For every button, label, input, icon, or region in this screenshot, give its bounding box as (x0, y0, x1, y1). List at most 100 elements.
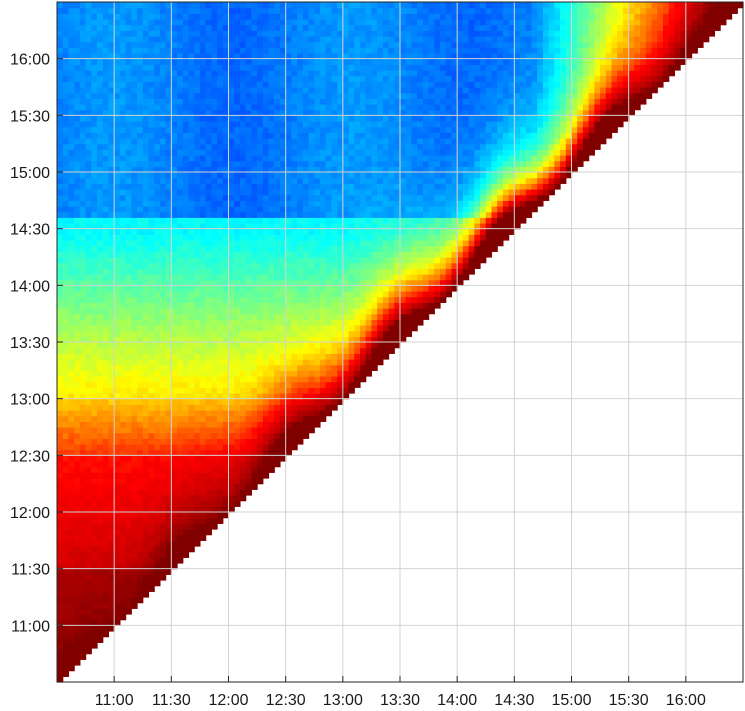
heat-cell (188, 257, 195, 264)
heat-cell (125, 449, 132, 456)
heat-cell (108, 466, 115, 473)
heat-cell (194, 353, 201, 360)
heat-cell (154, 87, 161, 94)
heat-cell (331, 245, 338, 252)
heat-cell (97, 636, 104, 643)
heat-cell (68, 223, 75, 230)
heat-cell (85, 143, 92, 150)
heat-cell (325, 257, 332, 264)
heat-cell (314, 330, 321, 337)
heat-cell (85, 53, 92, 60)
heat-cell (234, 7, 241, 14)
heat-cell (68, 500, 75, 507)
heat-cell (97, 228, 104, 235)
heat-cell (251, 36, 258, 43)
heat-cell (79, 13, 87, 20)
heat-cell (194, 166, 201, 173)
heat-cell (302, 342, 310, 349)
heat-cell (154, 200, 161, 207)
heat-cell (74, 546, 81, 553)
heat-cell (217, 347, 224, 354)
heat-cell (137, 449, 144, 456)
heat-cell (171, 534, 178, 541)
heat-cell (159, 206, 167, 213)
heat-cell (274, 200, 281, 207)
heat-cell (354, 13, 361, 20)
heat-cell (148, 109, 155, 116)
heat-cell (302, 313, 310, 320)
heat-cell (205, 115, 212, 122)
heat-cell (131, 404, 138, 411)
heat-cell (262, 53, 270, 60)
heat-cell (262, 81, 270, 88)
heat-cell (257, 160, 264, 167)
heat-cell (102, 257, 110, 264)
heat-cell (257, 438, 264, 445)
heat-cell (331, 217, 338, 224)
heat-cell (257, 104, 264, 111)
heat-cell (91, 506, 98, 513)
heat-cell (68, 461, 75, 468)
heat-cell (137, 563, 144, 570)
heat-cell (85, 557, 92, 564)
heat-cell (148, 381, 155, 388)
heat-cell (251, 359, 258, 366)
heat-cell (62, 580, 70, 587)
heat-cell (102, 206, 110, 213)
heat-cell (188, 166, 195, 173)
heat-cell (68, 602, 75, 609)
heat-cell (119, 614, 127, 621)
heat-cell (268, 211, 275, 218)
heat-cell (97, 206, 104, 213)
heat-cell (188, 444, 195, 451)
heat-cell (102, 393, 110, 400)
heat-cell (62, 262, 70, 269)
heat-cell (354, 245, 361, 252)
heat-cell (137, 240, 144, 247)
heat-cell (74, 614, 81, 621)
heat-cell (342, 234, 350, 241)
heat-cell (142, 574, 150, 581)
heat-cell (234, 109, 241, 116)
heat-cell (331, 257, 338, 264)
heat-cell (205, 319, 212, 326)
heat-cell (85, 183, 92, 190)
heat-cell (97, 381, 104, 388)
heat-cell (125, 138, 132, 145)
heat-cell (62, 13, 70, 20)
heat-cell (125, 353, 132, 360)
heat-cell (119, 393, 127, 400)
heat-cell (57, 455, 64, 462)
heat-cell (234, 149, 241, 156)
heat-cell (268, 251, 275, 258)
heat-cell (85, 7, 92, 14)
heat-cell (97, 53, 104, 60)
heat-cell (251, 370, 258, 377)
heat-cell (205, 466, 212, 473)
heat-cell (257, 325, 264, 332)
heat-cell (182, 70, 190, 77)
heat-cell (159, 444, 167, 451)
heat-cell (217, 472, 224, 479)
heat-cell (354, 81, 361, 88)
heat-cell (205, 189, 212, 196)
heat-cell (97, 523, 104, 530)
heat-cell (319, 285, 327, 292)
heat-cell (131, 109, 138, 116)
heat-cell (154, 53, 161, 60)
heat-cell (182, 319, 190, 326)
heat-cell (142, 308, 150, 315)
heat-cell (97, 308, 104, 315)
heat-cell (291, 240, 298, 247)
heat-cell (274, 24, 281, 31)
heat-cell (262, 245, 270, 252)
heat-cell (228, 58, 235, 65)
heat-cell (274, 36, 281, 43)
heat-cell (245, 342, 252, 349)
heat-cell (177, 523, 184, 530)
heat-cell (291, 404, 298, 411)
heat-cell (274, 302, 281, 309)
heat-cell (85, 41, 92, 48)
heat-cell (79, 495, 87, 502)
heat-cell (291, 30, 298, 37)
